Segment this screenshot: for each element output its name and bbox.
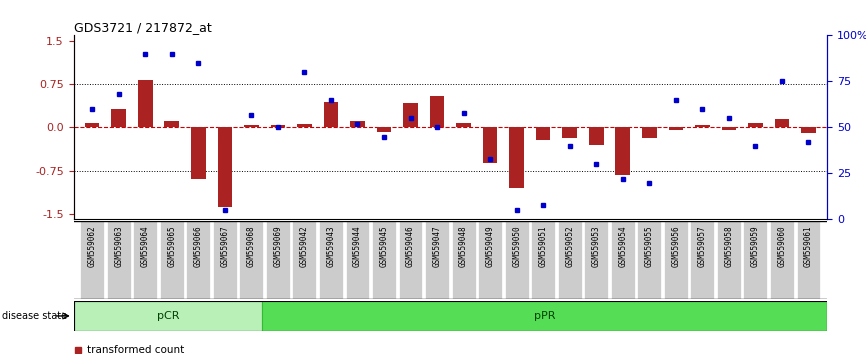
- Bar: [425, 221, 449, 299]
- Bar: [262, 301, 827, 331]
- Bar: [717, 221, 740, 299]
- Bar: [664, 221, 688, 299]
- Bar: [404, 103, 417, 127]
- Text: GSM559043: GSM559043: [326, 225, 335, 267]
- Text: GSM559067: GSM559067: [220, 225, 229, 267]
- Bar: [774, 119, 789, 127]
- Bar: [266, 221, 290, 299]
- Bar: [191, 127, 205, 179]
- Bar: [165, 120, 179, 127]
- Bar: [398, 221, 423, 299]
- Text: GSM559048: GSM559048: [459, 225, 469, 267]
- Bar: [244, 125, 259, 127]
- Text: pCR: pCR: [157, 311, 179, 321]
- Bar: [483, 127, 497, 163]
- Bar: [744, 221, 767, 299]
- Text: GSM559069: GSM559069: [274, 225, 282, 267]
- Bar: [372, 221, 396, 299]
- Bar: [74, 301, 262, 331]
- Bar: [536, 127, 551, 140]
- Text: GSM559066: GSM559066: [194, 225, 203, 267]
- Bar: [531, 221, 555, 299]
- Bar: [770, 221, 794, 299]
- Text: pPR: pPR: [533, 311, 555, 321]
- Bar: [669, 127, 683, 130]
- Bar: [377, 127, 391, 132]
- Bar: [217, 127, 232, 207]
- Text: disease state: disease state: [2, 311, 67, 321]
- Bar: [478, 221, 502, 299]
- Bar: [81, 221, 104, 299]
- Text: GSM559055: GSM559055: [645, 225, 654, 267]
- Text: GSM559064: GSM559064: [141, 225, 150, 267]
- Bar: [797, 221, 820, 299]
- Bar: [270, 125, 285, 127]
- Text: GDS3721 / 217872_at: GDS3721 / 217872_at: [74, 21, 211, 34]
- Text: GSM559042: GSM559042: [300, 225, 309, 267]
- Bar: [562, 127, 577, 138]
- Bar: [721, 127, 736, 130]
- Text: GSM559050: GSM559050: [512, 225, 521, 267]
- Text: GSM559052: GSM559052: [565, 225, 574, 267]
- Bar: [637, 221, 662, 299]
- Text: GSM559053: GSM559053: [591, 225, 601, 267]
- Bar: [213, 221, 236, 299]
- Text: GSM559059: GSM559059: [751, 225, 759, 267]
- Text: GSM559051: GSM559051: [539, 225, 547, 267]
- Bar: [456, 123, 471, 127]
- Text: GSM559046: GSM559046: [406, 225, 415, 267]
- Text: GSM559057: GSM559057: [698, 225, 707, 267]
- Bar: [346, 221, 370, 299]
- Bar: [160, 221, 184, 299]
- Bar: [748, 123, 763, 127]
- Bar: [319, 221, 343, 299]
- Bar: [85, 123, 100, 127]
- Text: GSM559054: GSM559054: [618, 225, 627, 267]
- Text: GSM559056: GSM559056: [671, 225, 681, 267]
- Bar: [297, 124, 312, 127]
- Bar: [133, 221, 157, 299]
- Bar: [293, 221, 316, 299]
- Text: GSM559060: GSM559060: [778, 225, 786, 267]
- Bar: [324, 102, 339, 127]
- Text: transformed count: transformed count: [87, 345, 184, 354]
- Bar: [452, 221, 475, 299]
- Text: GSM559058: GSM559058: [724, 225, 734, 267]
- Text: GSM559044: GSM559044: [353, 225, 362, 267]
- Text: GSM559061: GSM559061: [804, 225, 813, 267]
- Text: GSM559062: GSM559062: [87, 225, 97, 267]
- Bar: [585, 221, 608, 299]
- Bar: [611, 221, 635, 299]
- Text: GSM559045: GSM559045: [379, 225, 389, 267]
- Bar: [642, 127, 656, 138]
- Bar: [589, 127, 604, 145]
- Text: GSM559068: GSM559068: [247, 225, 255, 267]
- Bar: [558, 221, 582, 299]
- Bar: [616, 127, 630, 175]
- Bar: [690, 221, 714, 299]
- Bar: [138, 80, 152, 127]
- Text: GSM559047: GSM559047: [432, 225, 442, 267]
- Bar: [430, 96, 444, 127]
- Bar: [112, 109, 126, 127]
- Text: GSM559063: GSM559063: [114, 225, 123, 267]
- Bar: [350, 120, 365, 127]
- Text: GSM559065: GSM559065: [167, 225, 177, 267]
- Bar: [186, 221, 210, 299]
- Bar: [505, 221, 528, 299]
- Bar: [107, 221, 131, 299]
- Bar: [801, 127, 816, 133]
- Text: GSM559049: GSM559049: [486, 225, 494, 267]
- Bar: [695, 125, 709, 127]
- Bar: [509, 127, 524, 188]
- Bar: [239, 221, 263, 299]
